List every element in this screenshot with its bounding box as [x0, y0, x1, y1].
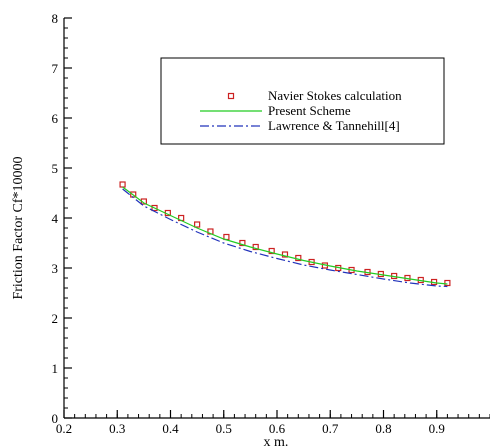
- navier-stokes-point: [195, 222, 200, 227]
- x-tick-label: 0.5: [216, 421, 232, 436]
- legend-marker-navier-stokes: [229, 94, 234, 99]
- y-tick-label: 7: [52, 61, 59, 76]
- legend-entry-label: Navier Stokes calculation: [268, 88, 402, 103]
- x-tick-label: 0.3: [109, 421, 125, 436]
- y-tick-label: 6: [52, 111, 59, 126]
- y-tick-label: 4: [52, 211, 59, 226]
- x-tick-label: 0.8: [375, 421, 391, 436]
- y-tick-label: 3: [52, 261, 59, 276]
- y-tick-label: 1: [52, 361, 59, 376]
- legend-entry-label: Present Scheme: [268, 103, 351, 118]
- y-tick-label: 5: [52, 161, 59, 176]
- y-tick-label: 8: [52, 11, 59, 26]
- lawrence-tannehill-line: [123, 189, 448, 287]
- x-tick-label: 0.2: [56, 421, 72, 436]
- present-scheme-line: [123, 187, 448, 284]
- navier-stokes-point: [445, 281, 450, 286]
- x-tick-label: 0.9: [429, 421, 445, 436]
- x-axis-label: x m.: [264, 435, 289, 448]
- navier-stokes-point: [120, 182, 125, 187]
- y-tick-label: 2: [52, 311, 59, 326]
- x-tick-label: 0.6: [269, 421, 286, 436]
- plot-area: [120, 182, 450, 287]
- y-axis-label: Friction Factor Cf*10000: [11, 156, 26, 299]
- x-tick-label: 0.4: [162, 421, 179, 436]
- x-tick-label: 0.7: [322, 421, 339, 436]
- legend-entry-label: Lawrence & Tannehill[4]: [268, 118, 400, 133]
